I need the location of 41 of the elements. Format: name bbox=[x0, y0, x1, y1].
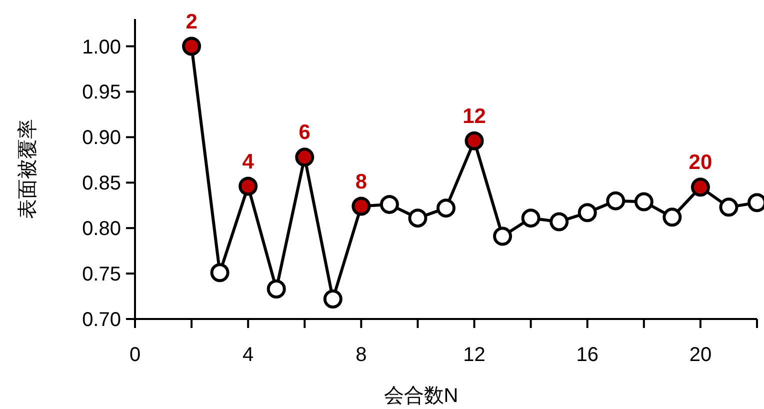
point bbox=[606, 191, 626, 210]
point bbox=[578, 203, 597, 222]
point bbox=[323, 290, 342, 308]
x-tick-label: 16 bbox=[576, 344, 598, 366]
x-tick-label: 20 bbox=[689, 344, 712, 366]
y-tick-label: 0.75 bbox=[82, 264, 121, 286]
y-tick-label: 0.70 bbox=[82, 309, 121, 331]
annotation: 12 bbox=[462, 104, 486, 128]
x-tick-label: 12 bbox=[463, 344, 486, 366]
y-tick-label: 0.85 bbox=[82, 172, 121, 195]
y-tick-label: 0.80 bbox=[82, 218, 121, 240]
point bbox=[352, 196, 371, 216]
point bbox=[662, 208, 682, 227]
point bbox=[182, 36, 202, 56]
point bbox=[266, 280, 286, 298]
point bbox=[408, 208, 428, 228]
point bbox=[380, 194, 399, 214]
point bbox=[238, 176, 258, 196]
x-axis-title: 会合数N bbox=[384, 385, 458, 407]
point bbox=[634, 192, 654, 212]
x-tick-label: 0 bbox=[129, 344, 141, 366]
x-tick-label: 8 bbox=[356, 344, 367, 366]
point bbox=[436, 198, 456, 218]
point bbox=[719, 198, 738, 217]
annotation: 20 bbox=[688, 151, 712, 174]
x-tick-label: 4 bbox=[242, 344, 254, 366]
y-tick-label: 0.90 bbox=[82, 127, 121, 150]
annotation: 4 bbox=[242, 150, 254, 174]
point bbox=[550, 212, 569, 232]
point bbox=[521, 208, 540, 228]
annotation: 2 bbox=[186, 10, 198, 34]
y-tick-label: 0.95 bbox=[82, 82, 121, 104]
annotation: 8 bbox=[355, 170, 368, 194]
point bbox=[690, 178, 710, 197]
point bbox=[210, 263, 230, 282]
point bbox=[493, 226, 512, 246]
y-tick-label: 1.00 bbox=[82, 36, 121, 58]
annotation: 6 bbox=[298, 121, 310, 144]
y-axis-title: 表面被覆率 bbox=[17, 119, 39, 219]
point bbox=[464, 131, 484, 150]
point bbox=[295, 148, 314, 167]
